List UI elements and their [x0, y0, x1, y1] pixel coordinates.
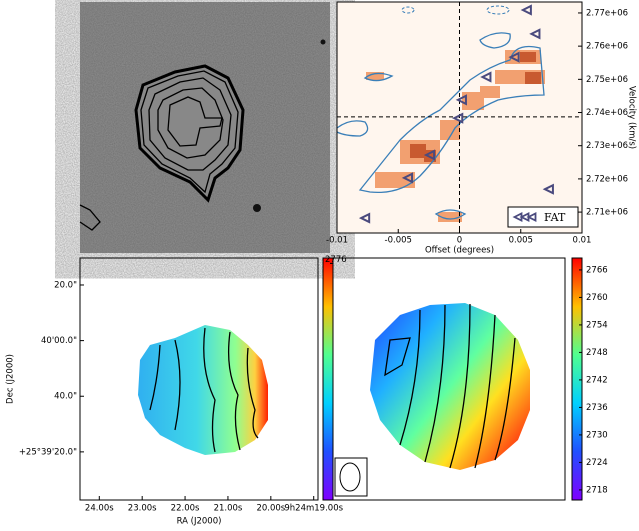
colorbar-tick-label: 2724: [586, 458, 608, 468]
y-tick-label: 2.76e+06: [586, 42, 628, 52]
colorbar-tick-label: 2742: [586, 375, 608, 385]
x-axis-label: Offset (degrees): [425, 246, 494, 256]
colorbar-tick-label: 2748: [586, 348, 608, 358]
model-velocity-field: [334, 303, 530, 497]
colorbar-tick-label: 2730: [586, 430, 608, 440]
contour: [174, 339, 181, 431]
contour: [424, 304, 446, 463]
x-tick-label: 0.01: [573, 236, 592, 246]
x-tick-label: 24.00s: [85, 504, 114, 514]
fat-point: [423, 149, 436, 161]
fat-point: [401, 172, 414, 184]
contour: [203, 327, 216, 453]
x-tick-label: 0: [457, 236, 462, 246]
y-axis-label: Velocity (km/s): [627, 86, 637, 149]
legend-box: [507, 206, 579, 228]
fat-point: [455, 94, 467, 106]
legend-marker: [526, 212, 537, 222]
x-tick-label: 20.00s: [256, 504, 285, 514]
legend-label: FAT: [544, 211, 566, 224]
contour: [228, 331, 241, 451]
pv-contour: [479, 32, 511, 49]
contour: [399, 309, 421, 446]
fat-point: [529, 28, 541, 40]
y-tick-label: 2.75e+06: [586, 75, 628, 85]
contour: [149, 344, 161, 411]
colorbar-tick-label: 2754: [586, 320, 608, 330]
y-tick-label: 2.71e+06: [586, 208, 628, 218]
x-tick-label: -0.01: [326, 236, 348, 246]
star: [253, 204, 261, 212]
pv-contour: [336, 120, 369, 137]
optical-panel: [79, 2, 330, 253]
y-tick-label: 2.72e+06: [586, 174, 628, 184]
pv-contour: [358, 45, 545, 194]
contour: [494, 337, 516, 461]
contour: [246, 347, 259, 439]
pv-negative-contour: [401, 6, 415, 14]
pv-negative-contour: [486, 5, 510, 15]
contour: [474, 314, 496, 469]
x-tick-label: 21.00s: [214, 504, 243, 514]
x-tick-label: 9h24m19.00s: [284, 504, 343, 514]
y-tick-label: 40.0": [54, 392, 77, 402]
colorbar-tick-label: 2766: [586, 265, 608, 275]
contour: [157, 87, 224, 159]
axes-frame: [332, 257, 566, 501]
colorbar-tick-label: 2718: [586, 485, 608, 495]
y-tick-label: 40'00.0": [41, 336, 77, 346]
x-tick-label: -0.005: [385, 236, 412, 246]
colorbar-tick-label: 2760: [586, 293, 608, 303]
contour: [449, 303, 471, 469]
x-tick-label: 0.005: [509, 236, 533, 246]
contour: [148, 77, 232, 171]
x-axis-label: RA (J2000): [177, 517, 222, 527]
contour: [384, 337, 411, 377]
contour: [140, 70, 239, 194]
y-axis-label: Dec (J2000): [6, 354, 16, 404]
contour: [167, 96, 223, 147]
velocity-map: [370, 303, 530, 470]
colorbar: [322, 257, 334, 501]
pv-contour: [363, 72, 394, 82]
colorbar-tick-label: 2776: [325, 255, 347, 265]
y-tick-label: 2.73e+06: [586, 141, 628, 151]
contour: [79, 204, 101, 231]
velocity-map: [138, 325, 268, 455]
colorbar-tick-label: 2736: [586, 403, 608, 413]
fat-point: [508, 51, 520, 63]
colorbar: [571, 257, 583, 501]
y-tick-label: 2.77e+06: [586, 8, 628, 18]
fat-point: [542, 183, 554, 195]
beam: [339, 462, 361, 492]
pv-contour: [434, 209, 467, 220]
pv-peak: [410, 52, 541, 162]
axes-frame: [79, 257, 319, 501]
fat-point: [358, 212, 371, 224]
y-tick-label: 2.74e+06: [586, 108, 628, 118]
y-tick-label: 20.0": [54, 280, 77, 290]
fat-point: [452, 112, 464, 124]
x-tick-label: 22.00s: [171, 504, 200, 514]
x-tick-label: 23.00s: [128, 504, 157, 514]
fat-point: [520, 4, 532, 16]
fat-point: [480, 71, 492, 83]
y-tick-label: +25°39'20.0": [19, 447, 77, 457]
observed-velocity-field: [138, 325, 268, 455]
star: [320, 39, 326, 45]
